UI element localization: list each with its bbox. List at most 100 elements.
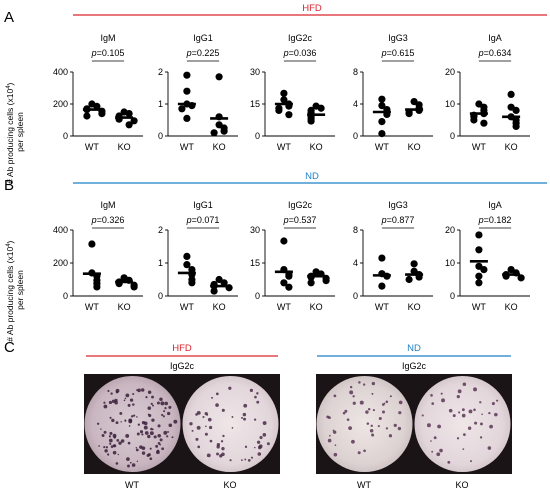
spot: [385, 400, 389, 404]
spot: [163, 410, 166, 413]
panel-a-igg2c: IgG2c p=0.036 0 15 30 WT KO: [250, 33, 335, 152]
p-value-b-igg3: p=0.877: [381, 215, 415, 225]
spot: [157, 424, 161, 428]
spot: [105, 446, 108, 449]
x-tick-label-b-igg3-wt: WT: [375, 302, 389, 312]
spot: [123, 399, 126, 402]
x-tick-label-b-igm-ko: KO: [118, 302, 131, 312]
spot: [164, 401, 169, 406]
spot: [208, 425, 213, 430]
data-point-a-igg1-ko-0: [215, 73, 223, 81]
x-tick-label-a-igg2c-ko: KO: [310, 142, 323, 152]
data-point-a-igg1-wt-1: [183, 87, 191, 95]
data-point-b-igm-ko-5: [130, 283, 138, 291]
spot: [377, 425, 380, 428]
data-point-a-igm-wt-1: [93, 102, 101, 110]
spot: [348, 426, 352, 430]
spot: [254, 395, 257, 399]
y-tick-label-b-igg2c-1: 15: [250, 258, 260, 268]
y-tick-label-b-iga-2: 20: [445, 225, 455, 235]
spot: [101, 434, 105, 437]
spot: [168, 423, 173, 428]
panel-b-igg3: IgG3 p=0.877 0 4 8 WT KO: [353, 200, 433, 312]
panel-title-a-igg1: IgG1: [193, 33, 213, 43]
spot: [441, 398, 446, 403]
data-point-b-iga-wt-5: [475, 279, 483, 287]
spot: [242, 412, 247, 417]
data-point-b-iga-ko-4: [517, 274, 525, 282]
spot: [205, 425, 207, 428]
spot: [243, 417, 247, 421]
spot: [109, 416, 112, 419]
spot: [349, 385, 353, 389]
spot: [222, 434, 225, 438]
spot: [173, 419, 178, 424]
y-tick-label-a-igg2c-2: 30: [250, 67, 260, 77]
spot: [109, 442, 112, 445]
spot: [206, 413, 209, 416]
data-point-a-igg1-wt-5: [183, 114, 191, 122]
spot: [378, 416, 382, 420]
data-point-a-iga-ko-0: [507, 90, 515, 98]
spot: [358, 381, 361, 384]
panel-b-igg1: IgG1 p=0.071 0 1 2 WT KO: [158, 200, 238, 312]
x-tick-label-b-igm-wt: WT: [85, 302, 99, 312]
spot: [168, 405, 172, 409]
y-tick-label-a-igg2c-0: 0: [255, 131, 260, 141]
spot: [126, 464, 130, 468]
spot: [150, 427, 153, 431]
panel-a-iga: IgA p=0.634 0 10 20 WT KO: [445, 33, 530, 152]
spot: [462, 433, 466, 437]
data-point-a-igm-wt-6: [83, 112, 91, 120]
spot: [124, 397, 127, 400]
y-tick-label-b-igg3-0: 0: [353, 291, 358, 301]
spot: [132, 393, 135, 396]
panel-label-c: C: [4, 339, 15, 356]
panel-b-igm: IgM p=0.326 0 200 400 WT KO: [53, 200, 143, 312]
spot: [259, 435, 263, 440]
data-point-b-igg2c-wt-0: [280, 237, 288, 245]
spot: [159, 443, 162, 446]
y-tick-label-b-iga-0: 0: [450, 291, 455, 301]
spot: [456, 395, 460, 399]
spot: [156, 449, 160, 453]
spot: [371, 392, 374, 395]
data-point-b-igg2c-ko-5: [322, 277, 330, 285]
spot: [370, 424, 373, 428]
spot: [162, 415, 165, 418]
data-point-b-igg1-wt-5: [188, 279, 196, 287]
spot: [115, 462, 119, 465]
spot: [447, 460, 451, 464]
spot: [253, 418, 257, 421]
spot: [112, 444, 116, 447]
spot: [141, 446, 146, 451]
spot: [452, 414, 456, 418]
spot: [135, 448, 139, 452]
plate-label-wt-nd: WT: [357, 480, 371, 490]
spot: [104, 449, 108, 453]
spot: [209, 439, 213, 443]
spot: [256, 392, 259, 395]
x-tick-label-a-igm-wt: WT: [85, 142, 99, 152]
spot: [448, 408, 453, 413]
spot: [110, 392, 113, 395]
spot: [167, 411, 171, 416]
p-value-b-iga: p=0.182: [478, 215, 512, 225]
spot: [160, 401, 165, 406]
data-point-a-igg2c-wt-6: [285, 111, 293, 119]
plate-label-ko-hfd: KO: [223, 480, 236, 490]
spot: [111, 418, 115, 423]
spot: [125, 393, 130, 398]
spot: [103, 430, 107, 434]
spot: [494, 412, 498, 417]
spot: [366, 422, 370, 425]
plate-well-ko-nd: [414, 376, 511, 472]
spots-ko-hfd: [189, 386, 270, 462]
spot: [461, 413, 466, 418]
data-point-b-igg3-wt-3: [378, 282, 386, 290]
y-tick-label-b-igg1-0: 0: [158, 291, 163, 301]
spot: [128, 425, 131, 427]
data-point-a-igm-ko-6: [125, 121, 133, 129]
y-tick-label-b-iga-1: 10: [445, 258, 455, 268]
spot: [98, 445, 100, 447]
